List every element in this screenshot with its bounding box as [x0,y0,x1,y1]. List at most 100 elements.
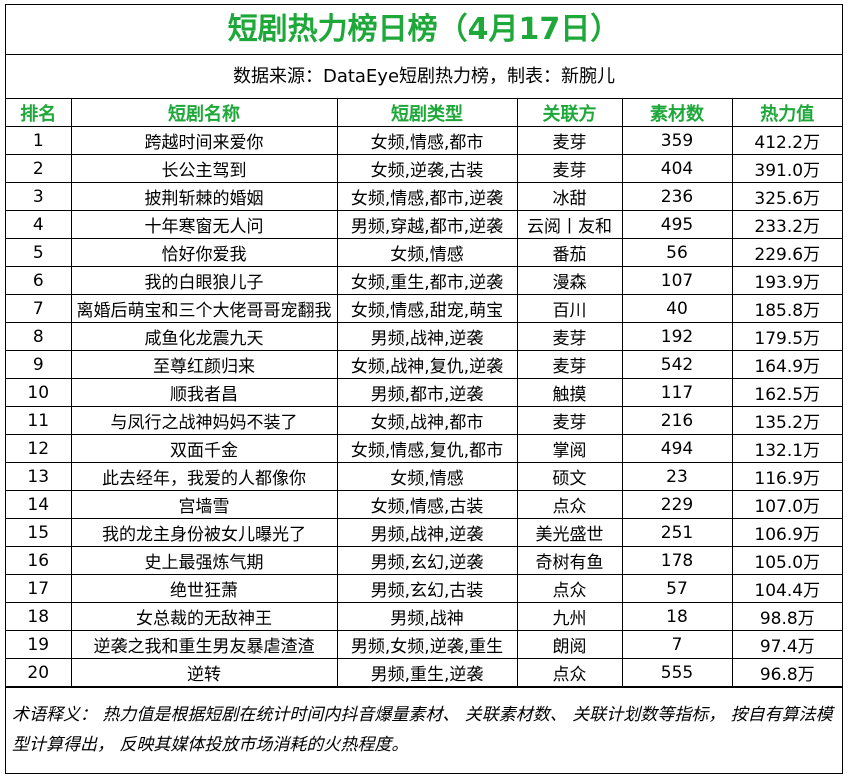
cell-name: 逆转 [70,658,338,687]
header-party: 关联方 [516,99,623,127]
header-name: 短剧名称 [70,99,338,127]
cell-type: 男频,战神,逆袭 [336,322,518,351]
table-row: 11 与凤行之战神妈妈不装了 女频,战神,都市 麦芽 216 135.2万 [6,406,842,435]
table-row: 7 离婚后萌宝和三个大佬哥哥宠翻我 女频,情感,甜宠,萌宝 百川 40 185.8万 [6,294,842,323]
cell-heat: 97.4万 [731,630,842,659]
cell-name: 此去经年，我爱的人都像你 [70,462,338,491]
cell-rank: 2 [6,154,72,183]
cell-count: 494 [621,434,733,463]
cell-heat: 229.6万 [731,238,842,267]
cell-count: 495 [621,210,733,239]
cell-count: 229 [621,490,733,519]
cell-type: 女频,情感,复仇,都市 [336,434,518,463]
cell-type: 女频,重生,都市,逆袭 [336,266,518,295]
cell-rank: 18 [6,602,72,631]
table-row: 18 女总裁的无敌神王 男频,战神 九州 18 98.8万 [6,602,842,631]
cell-heat: 96.8万 [731,658,842,687]
cell-count: 555 [621,658,733,687]
cell-party: 麦芽 [516,406,623,435]
cell-name: 咸鱼化龙震九天 [70,322,338,351]
table-row: 1 跨越时间来爱你 女频,情感,都市 麦芽 359 412.2万 [6,126,842,155]
cell-heat: 107.0万 [731,490,842,519]
cell-heat: 233.2万 [731,210,842,239]
cell-rank: 10 [6,378,72,407]
cell-type: 女频,情感,都市,逆袭 [336,182,518,211]
header-type: 短剧类型 [336,99,518,127]
cell-count: 192 [621,322,733,351]
table-row: 2 长公主驾到 女频,逆袭,古装 麦芽 404 391.0万 [6,154,842,183]
cell-count: 359 [621,126,733,155]
cell-heat: 185.8万 [731,294,842,323]
cell-name: 我的白眼狼儿子 [70,266,338,295]
cell-party: 触摸 [516,378,623,407]
cell-count: 40 [621,294,733,323]
cell-count: 178 [621,546,733,575]
cell-name: 我的龙主身份被女儿曝光了 [70,518,338,547]
cell-type: 女频,情感 [336,462,518,491]
cell-party: 麦芽 [516,126,623,155]
cell-type: 女频,情感,甜宠,萌宝 [336,294,518,323]
cell-party: 麦芽 [516,154,623,183]
cell-heat: 116.9万 [731,462,842,491]
cell-rank: 15 [6,518,72,547]
cell-heat: 105.0万 [731,546,842,575]
table-row: 3 披荆斩棘的婚姻 女频,情感,都市,逆袭 冰甜 236 325.6万 [6,182,842,211]
cell-rank: 8 [6,322,72,351]
cell-type: 女频,情感 [336,238,518,267]
cell-name: 披荆斩棘的婚姻 [70,182,338,211]
cell-name: 双面千金 [70,434,338,463]
header-count: 素材数 [621,99,733,127]
table-row: 5 恰好你爱我 女频,情感 番茄 56 229.6万 [6,238,842,267]
header-rank: 排名 [6,99,72,127]
table-row: 16 史上最强炼气期 男频,玄幻,逆袭 奇树有鱼 178 105.0万 [6,546,842,575]
cell-name: 离婚后萌宝和三个大佬哥哥宠翻我 [70,294,338,323]
cell-rank: 11 [6,406,72,435]
cell-type: 女频,战神,复仇,逆袭 [336,350,518,379]
cell-name: 与凤行之战神妈妈不装了 [70,406,338,435]
cell-heat: 179.5万 [731,322,842,351]
cell-rank: 9 [6,350,72,379]
table-row: 4 十年寒窗无人问 男频,穿越,都市,逆袭 云阅丨友和 495 233.2万 [6,210,842,239]
cell-party: 百川 [516,294,623,323]
cell-party: 冰甜 [516,182,623,211]
cell-party: 点众 [516,574,623,603]
cell-type: 男频,玄幻,逆袭 [336,546,518,575]
cell-party: 掌阅 [516,434,623,463]
cell-party: 漫森 [516,266,623,295]
cell-type: 男频,战神 [336,602,518,631]
cell-rank: 12 [6,434,72,463]
table-row: 15 我的龙主身份被女儿曝光了 男频,战神,逆袭 美光盛世 251 106.9万 [6,518,842,547]
cell-type: 女频,逆袭,古装 [336,154,518,183]
table-row: 19 逆袭之我和重生男友暴虐渣渣 男频,女频,逆袭,重生 朗阅 7 97.4万 [6,630,842,659]
cell-count: 107 [621,266,733,295]
cell-count: 236 [621,182,733,211]
cell-heat: 193.9万 [731,266,842,295]
cell-name: 恰好你爱我 [70,238,338,267]
table-row: 6 我的白眼狼儿子 女频,重生,都市,逆袭 漫森 107 193.9万 [6,266,842,295]
cell-heat: 135.2万 [731,406,842,435]
table-row: 14 宫墙雪 女频,情感,古装 点众 229 107.0万 [6,490,842,519]
cell-type: 男频,玄幻,古装 [336,574,518,603]
cell-type: 男频,重生,逆袭 [336,658,518,687]
cell-heat: 104.4万 [731,574,842,603]
cell-type: 男频,战神,逆袭 [336,518,518,547]
table-row: 9 至尊红颜归来 女频,战神,复仇,逆袭 麦芽 542 164.9万 [6,350,842,379]
cell-name: 女总裁的无敌神王 [70,602,338,631]
table-row: 10 顺我者昌 男频,都市,逆袭 触摸 117 162.5万 [6,378,842,407]
cell-name: 史上最强炼气期 [70,546,338,575]
cell-party: 麦芽 [516,322,623,351]
cell-name: 逆袭之我和重生男友暴虐渣渣 [70,630,338,659]
table-header-row: 排名 短剧名称 短剧类型 关联方 素材数 热力值 [6,99,842,127]
cell-heat: 132.1万 [731,434,842,463]
cell-count: 7 [621,630,733,659]
cell-rank: 19 [6,630,72,659]
cell-type: 女频,战神,都市 [336,406,518,435]
cell-name: 宫墙雪 [70,490,338,519]
cell-name: 跨越时间来爱你 [70,126,338,155]
table-row: 13 此去经年，我爱的人都像你 女频,情感 硕文 23 116.9万 [6,462,842,491]
ranking-table: 排名 短剧名称 短剧类型 关联方 素材数 热力值 1 跨越时间来爱你 女频,情感,都… [6,99,842,687]
cell-heat: 412.2万 [731,126,842,155]
cell-name: 顺我者昌 [70,378,338,407]
cell-rank: 5 [6,238,72,267]
cell-count: 18 [621,602,733,631]
